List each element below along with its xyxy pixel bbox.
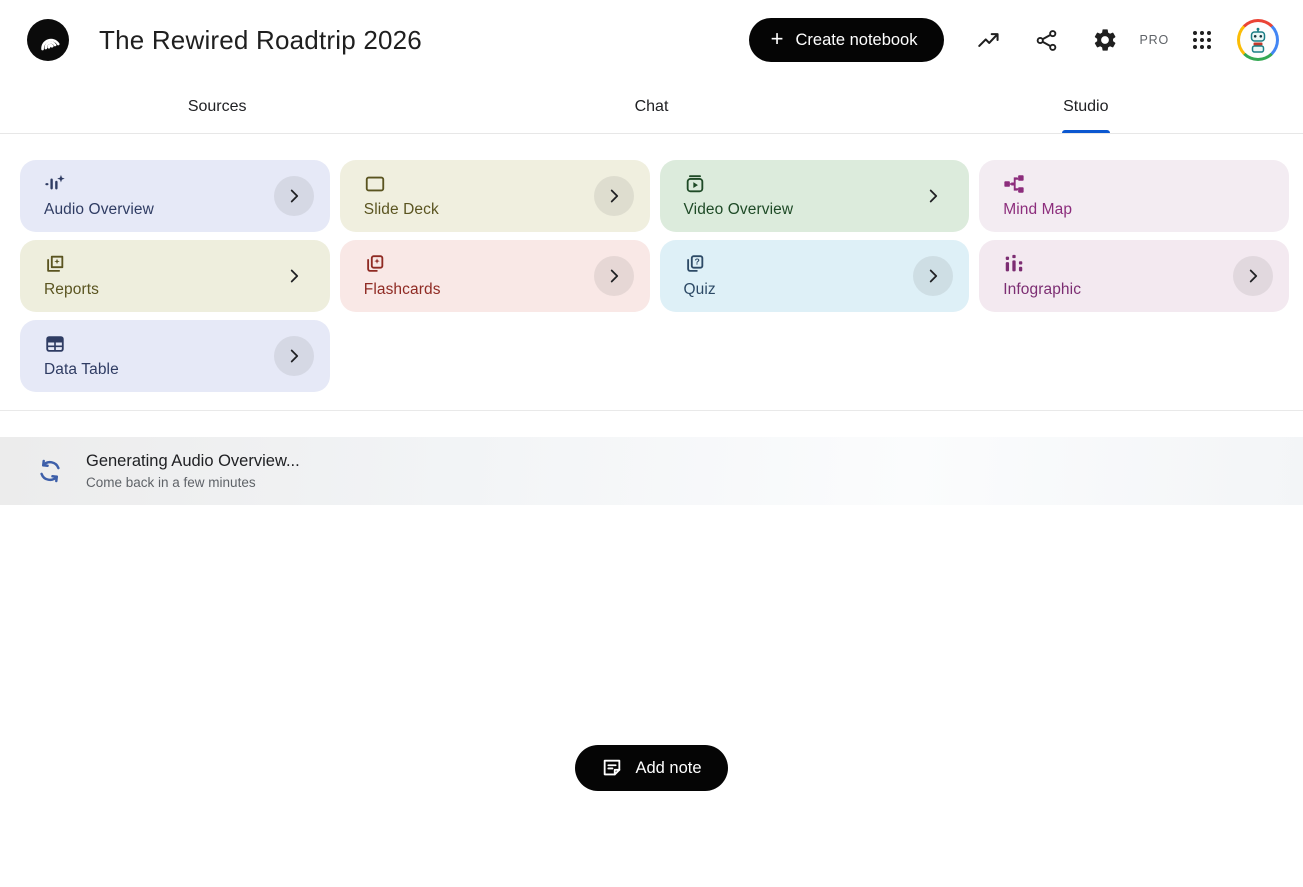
open-data-table-button[interactable] (273, 336, 314, 376)
studio-card-reports[interactable]: Reports (20, 240, 330, 312)
card-label: Reports (44, 281, 99, 298)
open-quiz-button[interactable] (913, 256, 954, 296)
report-sparkle-icon (44, 253, 66, 275)
plus-icon: + (770, 26, 784, 51)
studio-card-video-overview[interactable]: Video Overview (659, 160, 970, 232)
svg-text:?: ? (694, 257, 699, 267)
open-reports-button[interactable] (274, 256, 314, 296)
create-notebook-label: Create notebook (795, 30, 918, 49)
card-label: Slide Deck (363, 201, 439, 218)
app-header: The Rewired Roadtrip 2026 + Create noteb… (0, 0, 1303, 80)
node-graph-icon (1003, 173, 1025, 195)
open-infographic-button[interactable] (1233, 256, 1273, 296)
apps-grid-icon[interactable] (1189, 27, 1215, 53)
studio-card-data-table[interactable]: Data Table (20, 320, 330, 392)
tab-studio-label: Studio (1063, 97, 1109, 115)
sync-icon (36, 457, 64, 485)
studio-card-flashcards[interactable]: Flashcards (339, 240, 650, 312)
card-label: Mind Map (1003, 201, 1073, 218)
notebook-title[interactable]: The Rewired Roadtrip 2026 (99, 24, 422, 55)
studio-card-quiz[interactable]: ? Quiz (659, 240, 970, 312)
card-label: Audio Overview (44, 201, 154, 218)
avatar-robot-image (1240, 22, 1276, 58)
status-title: Generating Audio Overview... (86, 452, 300, 470)
card-label: Infographic (1003, 281, 1082, 298)
studio-card-audio-overview[interactable]: Audio Overview (20, 160, 330, 232)
card-label: Quiz (683, 281, 716, 298)
open-slide-deck-button[interactable] (593, 176, 634, 216)
tab-sources[interactable]: Sources (0, 80, 434, 133)
notebooklm-logo[interactable] (27, 19, 69, 61)
add-note-label: Add note (635, 758, 702, 777)
create-notebook-button[interactable]: + Create notebook (748, 18, 944, 62)
studio-card-mind-map[interactable]: Mind Map (979, 160, 1289, 232)
open-audio-overview-button[interactable] (273, 176, 314, 216)
card-label: Data Table (44, 361, 119, 378)
open-video-overview-button[interactable] (913, 176, 953, 216)
data-table-icon (44, 333, 66, 355)
note-icon (601, 757, 623, 779)
analytics-trend-icon[interactable] (976, 27, 1002, 53)
quiz-cards-icon: ? (684, 253, 706, 275)
video-play-icon (684, 173, 706, 195)
active-tab-underline (1061, 130, 1110, 133)
panel-tabbar: Sources Chat Studio (0, 80, 1303, 134)
slide-frame-icon (364, 173, 386, 195)
bar-chart-icon (1003, 253, 1025, 275)
open-flashcards-button[interactable] (593, 256, 634, 296)
studio-card-slide-deck[interactable]: Slide Deck (339, 160, 650, 232)
account-avatar[interactable] (1237, 19, 1279, 61)
generation-status-row: Generating Audio Overview... Come back i… (0, 437, 1303, 505)
tab-studio[interactable]: Studio (869, 80, 1303, 133)
tab-chat-label: Chat (634, 97, 669, 115)
add-note-button[interactable]: Add note (575, 745, 728, 791)
section-divider (0, 410, 1303, 411)
audio-waveform-sparkle-icon (44, 173, 66, 195)
flashcards-star-icon (364, 253, 386, 275)
notes-footer: Add note (0, 745, 1303, 791)
status-subtitle: Come back in a few minutes (86, 475, 256, 490)
card-label: Video Overview (683, 201, 794, 218)
studio-cards-grid: Audio Overview Slide Deck Video Overview (20, 160, 1289, 392)
card-label: Flashcards (363, 281, 441, 298)
settings-gear-icon[interactable] (1092, 27, 1118, 53)
share-icon[interactable] (1034, 27, 1060, 53)
notebooklm-logo-arcs (41, 38, 60, 51)
tab-chat[interactable]: Chat (434, 80, 868, 133)
studio-card-infographic[interactable]: Infographic (979, 240, 1289, 312)
tab-sources-label: Sources (187, 97, 247, 115)
pro-badge: PRO (1139, 33, 1169, 47)
